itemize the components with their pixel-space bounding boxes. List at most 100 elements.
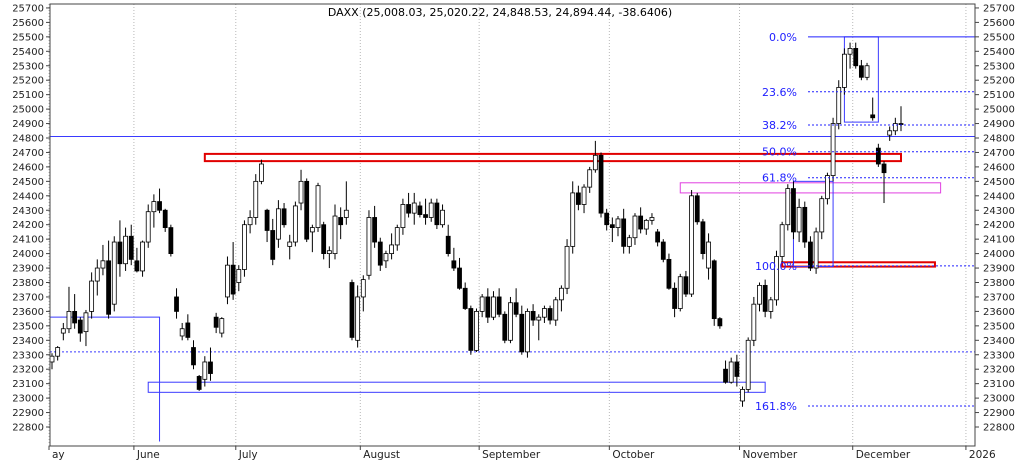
y-tick-label-right: 23600 [983,307,1015,318]
candle [304,178,310,243]
candle [847,42,853,69]
x-tick-label: ay [52,449,65,461]
candle [145,204,151,248]
candle-body-up [677,276,683,309]
candle-body-down [700,221,706,254]
candle [491,291,496,321]
candle-body-down [321,224,327,254]
candle-body-up [253,180,259,218]
y-tick-label-left: 23500 [12,321,44,332]
y-tick-label-left: 23100 [12,379,44,390]
candle [292,201,298,247]
candle [626,234,632,254]
x-tick-label: July [238,449,258,461]
candle [864,62,870,81]
candle-body-up [400,204,406,228]
candle-body-down [802,206,808,243]
candle [683,270,689,297]
candle [179,322,185,341]
candle-body-up [94,267,100,282]
candle [751,296,757,347]
candle [858,59,864,81]
candle-body-up [343,209,349,218]
candle-body-down [723,368,728,383]
candle [649,213,655,225]
candle-body-down [457,267,462,289]
candle-body-up [626,237,632,247]
y-tick-label-left: 25600 [12,18,44,29]
candle-body-down [638,215,644,230]
candle [677,273,683,312]
candle-body-up [825,175,830,200]
candle [332,204,338,260]
fib-label: 0.0% [769,31,797,44]
candle-body-up [768,299,774,312]
candle [191,340,196,370]
candle [100,244,106,276]
candle-body-up [643,219,649,230]
candle [123,227,128,271]
candle-body-down [485,296,491,318]
candle-body-up [428,202,434,218]
candle [128,224,134,266]
candle [366,210,372,280]
candle-body-up [247,217,253,226]
y-tick-label-right: 24800 [983,134,1015,145]
candle-body-up [847,48,853,55]
fibonacci-levels: 0.0% 23.6% 38.2% 50.0% 61.8% 100.0% 161.8% [755,31,975,413]
candle-body-down [406,204,411,214]
candle-body-down [372,217,378,243]
candle-body-up [49,355,55,363]
candle [445,224,451,257]
x-tick-label: December [856,449,911,461]
candle-body-up [632,215,638,239]
y-tick-label-right: 25300 [983,61,1015,72]
candle [513,288,519,318]
y-tick-label-right: 23800 [983,278,1015,289]
candle [502,311,508,344]
candle [202,356,208,387]
candle-body-up [757,284,762,305]
y-tick-label-left: 24600 [12,162,44,173]
candle [157,188,162,214]
candle [355,285,361,348]
candle [236,265,242,292]
candle [66,286,72,334]
candle [694,192,700,225]
candle [185,314,191,341]
candle [779,221,785,263]
candle-body-up [830,123,836,176]
candle-body-down [530,310,536,321]
candle [219,317,225,338]
candle-body-up [292,205,298,243]
y-tick-label-right: 23500 [983,321,1015,332]
candle [581,184,587,214]
candle-body-down [621,218,627,247]
candle [315,182,321,232]
y-tick-label-left: 23700 [12,292,44,303]
candle-body-up [553,299,559,321]
y-tick-label-left: 25000 [12,105,44,116]
candle [326,246,332,269]
candle-body-down [462,287,468,309]
candle-body-up [570,192,576,247]
candle-body-up [89,280,95,312]
candle-body-up [360,279,366,298]
blue-low-zone [147,381,766,393]
candle [791,181,796,240]
candle [609,217,615,243]
candle [434,198,440,230]
candle [338,207,344,240]
candle [55,346,61,361]
candle-body-up [202,361,208,380]
candle-body-down [853,48,859,67]
candle-body-down [598,154,604,214]
candle-body-up [836,87,842,124]
y-tick-label-left: 24400 [12,191,44,202]
candle-body-up [581,186,587,205]
candle [281,203,287,228]
y-tick-label-left: 24100 [12,235,44,246]
candle [723,360,728,384]
candle [394,224,400,251]
candle [706,233,711,280]
